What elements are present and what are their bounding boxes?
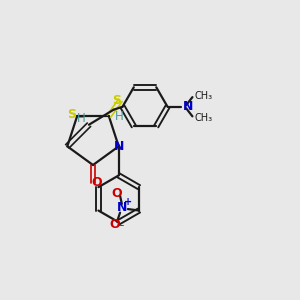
Text: ⁻: ⁻ (117, 222, 124, 235)
Text: H: H (115, 110, 123, 123)
Text: CH₃: CH₃ (195, 91, 213, 101)
Text: O: O (109, 218, 120, 230)
Text: N: N (182, 100, 193, 113)
Text: CH₃: CH₃ (195, 112, 213, 122)
Text: O: O (111, 187, 122, 200)
Text: H: H (77, 112, 86, 125)
Text: N: N (117, 201, 128, 214)
Text: +: + (124, 197, 132, 207)
Text: S: S (67, 108, 76, 121)
Text: S: S (112, 94, 121, 107)
Text: N: N (114, 140, 124, 153)
Text: O: O (91, 176, 102, 190)
